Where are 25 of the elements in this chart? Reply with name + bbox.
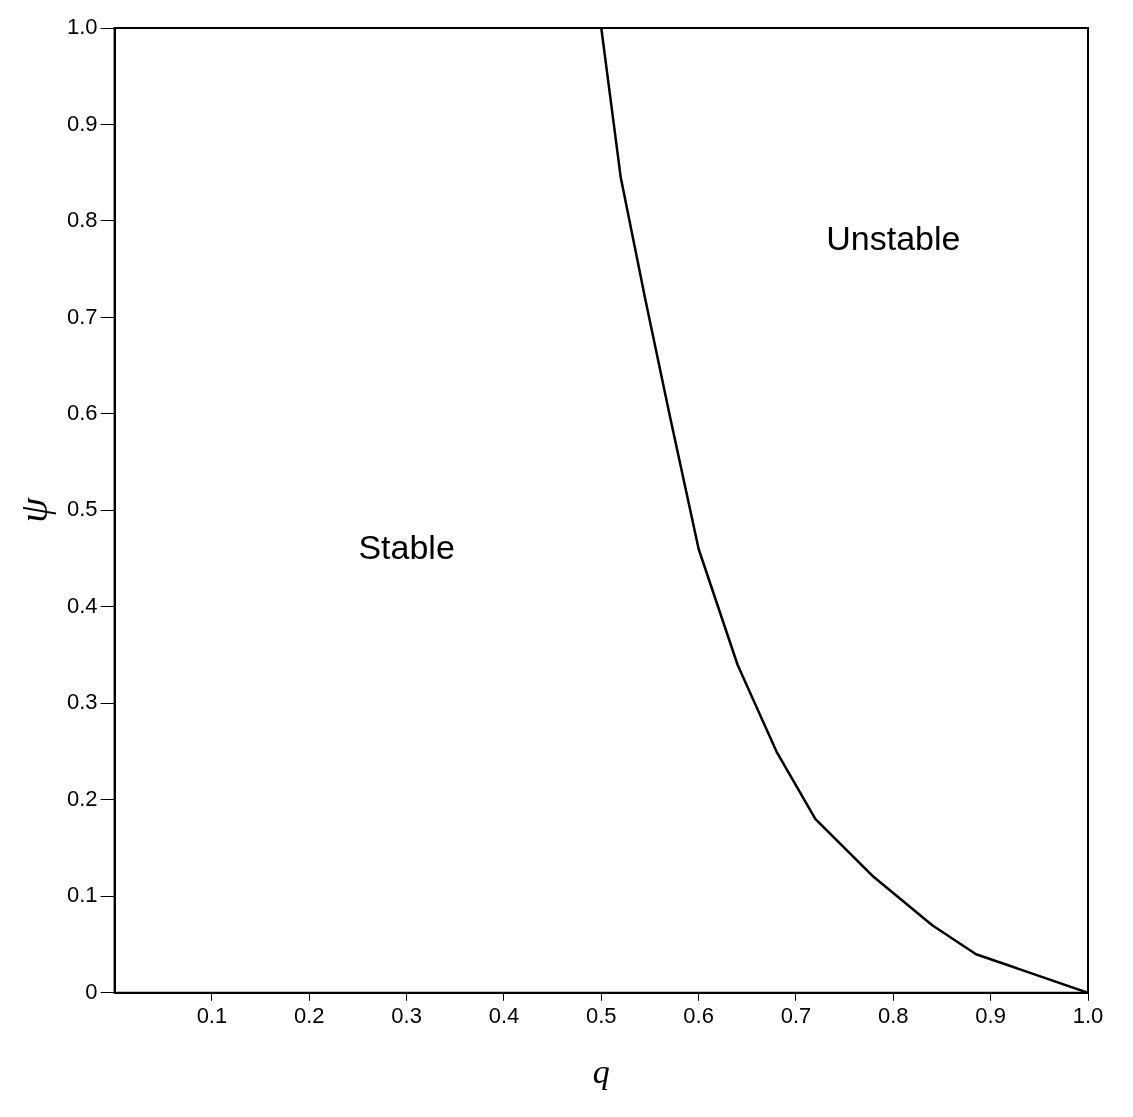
x-tick-label: 0.9 [975,1003,1006,1029]
y-tick-label: 0.5 [66,496,98,522]
y-axis-title: ψ [10,496,56,523]
y-tick-label: 0.2 [66,785,98,811]
y-tick-label: 0.4 [66,592,98,618]
x-tick-label: 0.3 [391,1003,422,1029]
x-tick-label: 0.1 [196,1003,228,1029]
x-tick-label: 0.4 [488,1003,520,1029]
x-tick-label: 0.2 [293,1003,325,1029]
y-tick-label: 0.1 [66,882,98,908]
y-tick-label: 1.0 [66,14,98,40]
y-tick-label: 0.9 [66,110,98,136]
y-tick-label: 0.7 [66,303,98,329]
y-tick-label: 0.3 [66,689,98,715]
y-tick-label: 0 [85,978,98,1004]
y-tick-label: 0.6 [66,399,98,425]
x-axis-title: q [592,1052,610,1090]
x-tick-label: 0.7 [780,1003,812,1029]
x-tick-label: 0.6 [683,1003,714,1029]
annotation: Unstable [826,218,961,257]
annotation: Stable [358,527,455,566]
x-tick-label: 1.0 [1072,1003,1104,1029]
y-tick-label: 0.8 [66,207,98,233]
x-tick-label: 0.5 [585,1003,617,1029]
x-tick-label: 0.8 [878,1003,909,1029]
